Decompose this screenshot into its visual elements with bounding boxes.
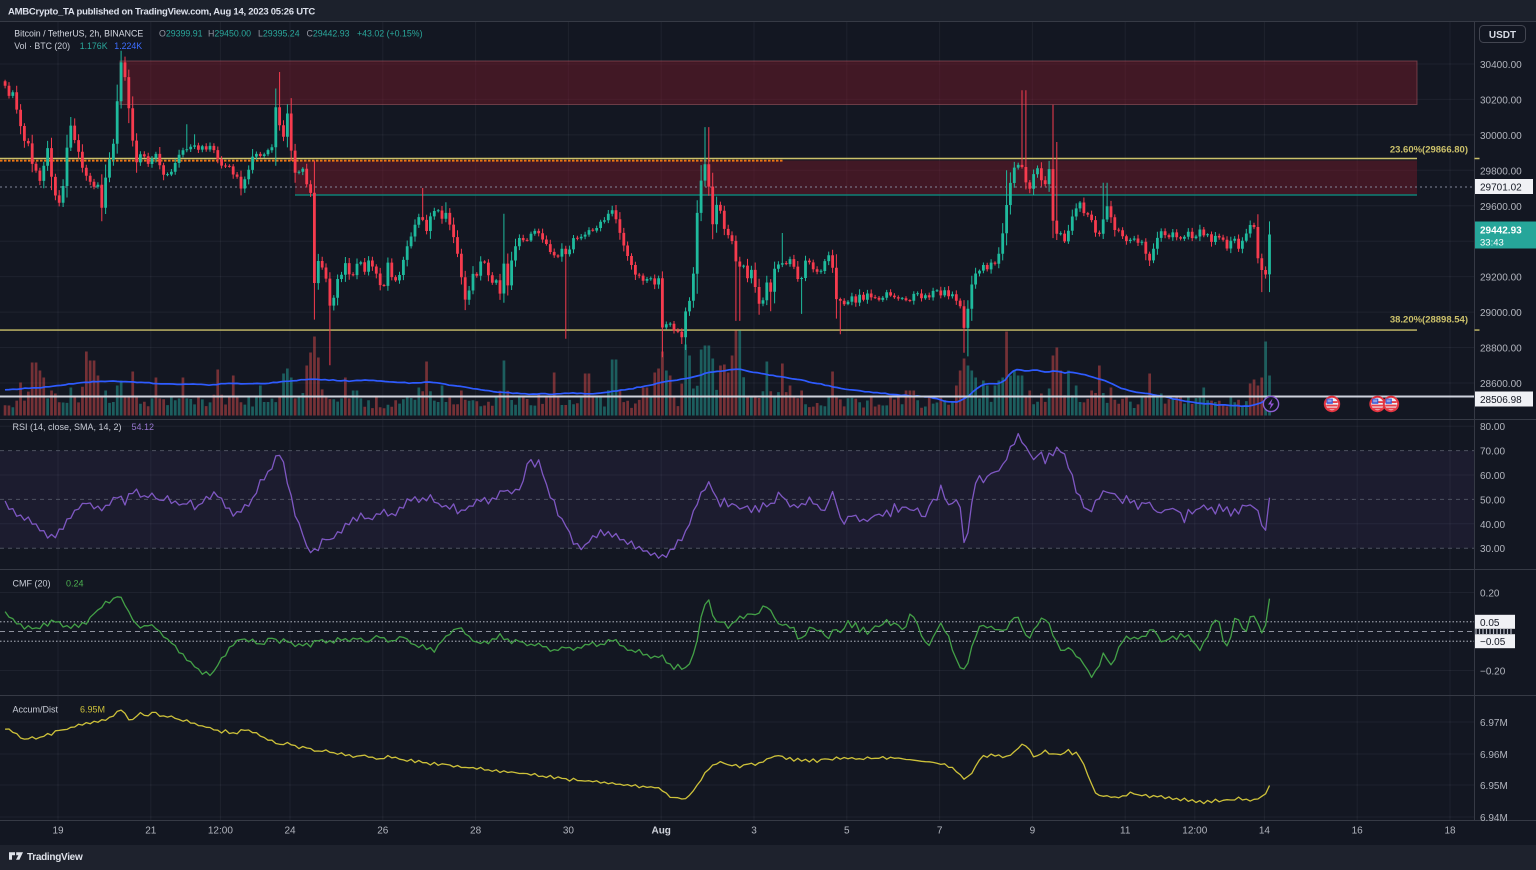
svg-text:6.95M: 6.95M [1480,781,1508,792]
svg-text:14: 14 [1259,826,1271,837]
svg-text:3: 3 [751,826,757,837]
svg-text:12:00: 12:00 [1182,826,1207,837]
svg-text:29600.00: 29600.00 [1480,202,1522,213]
svg-text:29000.00: 29000.00 [1480,308,1522,319]
svg-text:RSI (14, close, SMA, 14, 2): RSI (14, close, SMA, 14, 2) [13,422,122,432]
svg-text:28600.00: 28600.00 [1480,379,1522,390]
svg-text:11: 11 [1120,826,1131,837]
svg-text:38.20%(28898.54): 38.20%(28898.54) [1390,315,1468,326]
svg-text:23.60%(29866.80): 23.60%(29866.80) [1390,145,1468,156]
svg-text:9: 9 [1030,826,1036,837]
svg-text:29800.00: 29800.00 [1480,166,1522,177]
svg-text:C29442.93: C29442.93 [307,28,350,38]
svg-text:Aug: Aug [651,826,670,837]
svg-text:60.00: 60.00 [1480,471,1505,482]
svg-text:6.97M: 6.97M [1480,718,1508,729]
svg-text:70.00: 70.00 [1480,447,1505,458]
svg-text:Bitcoin / TetherUS, 2h, BINANC: Bitcoin / TetherUS, 2h, BINANCE [14,28,143,38]
svg-text:28800.00: 28800.00 [1480,344,1522,355]
svg-text:54.12: 54.12 [132,422,155,432]
svg-text:6.94M: 6.94M [1480,813,1508,824]
svg-text:AMBCrypto_TA published on Trad: AMBCrypto_TA published on TradingView.co… [8,7,315,18]
svg-text:30200.00: 30200.00 [1480,95,1522,106]
svg-text:30400.00: 30400.00 [1480,60,1522,71]
svg-text:30.00: 30.00 [1480,544,1505,555]
svg-text:0.05: 0.05 [1480,618,1500,629]
svg-text:6.95M: 6.95M [80,705,105,715]
svg-text:+43.02 (+0.15%): +43.02 (+0.15%) [357,28,423,38]
svg-text:Vol · BTC (20): Vol · BTC (20) [14,41,70,51]
svg-text:24: 24 [284,826,296,837]
svg-text:7: 7 [937,826,943,837]
svg-text:TradingView: TradingView [27,852,83,863]
svg-text:0.20: 0.20 [1480,589,1500,600]
svg-text:CMF (20): CMF (20) [13,579,51,589]
svg-text:1.224K: 1.224K [114,41,142,51]
svg-text:19: 19 [52,826,64,837]
svg-text:−0.20: −0.20 [1480,667,1506,678]
svg-text:30000.00: 30000.00 [1480,131,1522,142]
svg-text:80.00: 80.00 [1480,422,1505,433]
svg-text:18: 18 [1444,826,1456,837]
svg-text:21: 21 [145,826,157,837]
svg-text:28: 28 [470,826,482,837]
svg-text:28506.98: 28506.98 [1480,395,1522,406]
svg-text:26: 26 [377,826,389,837]
svg-text:6.96M: 6.96M [1480,750,1508,761]
svg-text:40.00: 40.00 [1480,520,1505,531]
svg-text:1.176K: 1.176K [80,41,108,51]
svg-text:0.24: 0.24 [66,579,84,589]
svg-text:O29399.91: O29399.91 [159,28,203,38]
svg-text:29200.00: 29200.00 [1480,273,1522,284]
svg-text:L29395.24: L29395.24 [258,28,300,38]
svg-text:USDT: USDT [1489,30,1516,41]
svg-text:33:43: 33:43 [1480,238,1504,249]
svg-text:−0.05: −0.05 [1480,637,1506,648]
svg-text:29442.93: 29442.93 [1480,226,1522,237]
svg-text:Accum/Dist: Accum/Dist [13,705,59,715]
svg-text:12:00: 12:00 [208,826,233,837]
svg-text:H29450.00: H29450.00 [208,28,251,38]
svg-text:29701.02: 29701.02 [1480,183,1522,194]
svg-text:50.00: 50.00 [1480,495,1505,506]
svg-text:5: 5 [844,826,850,837]
svg-text:16: 16 [1352,826,1364,837]
svg-text:30: 30 [563,826,575,837]
